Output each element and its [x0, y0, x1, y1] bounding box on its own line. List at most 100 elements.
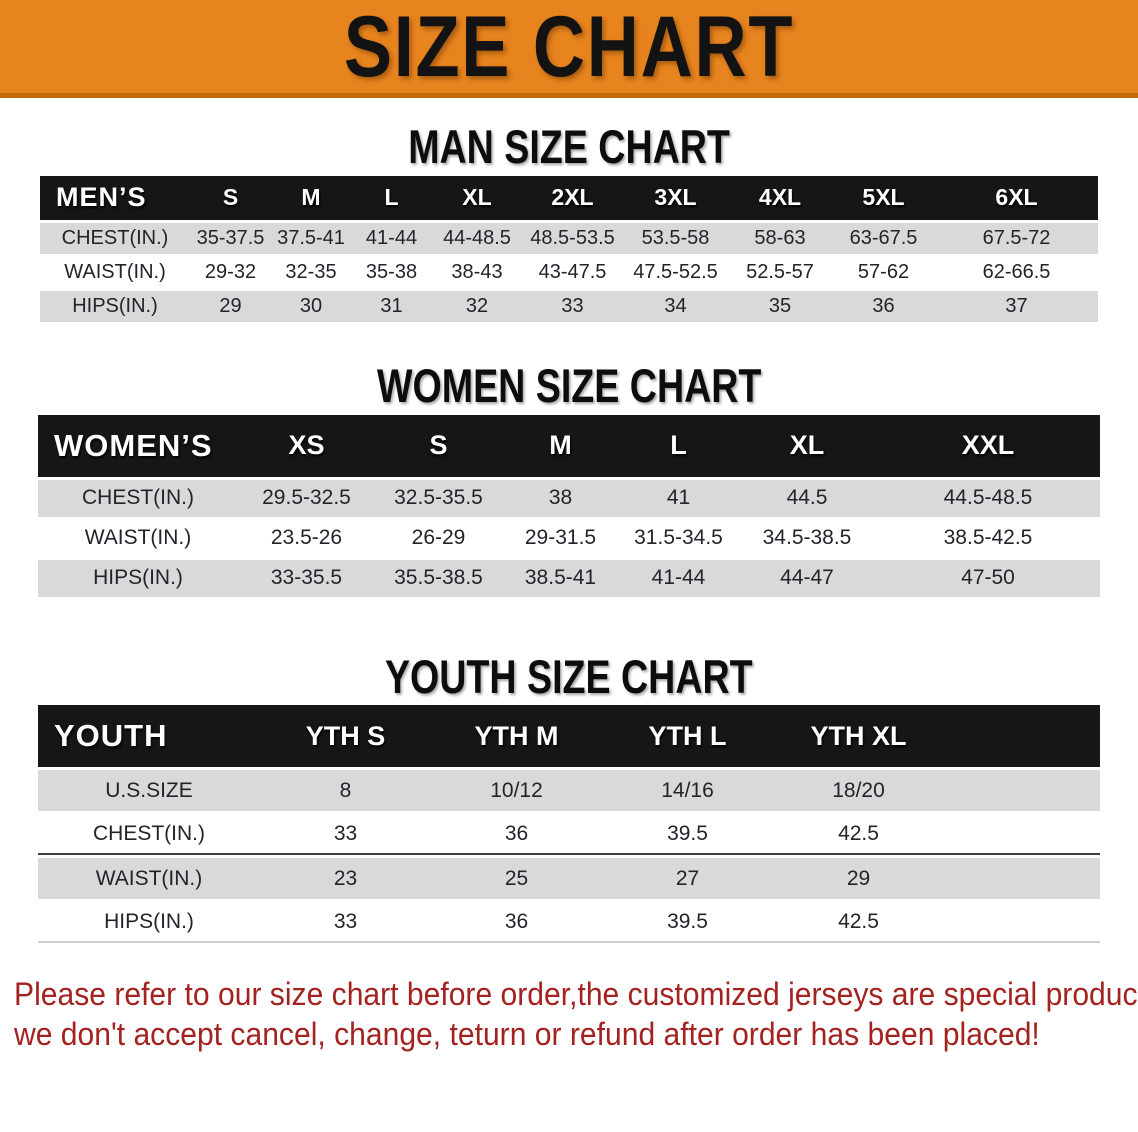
- size-cell: 52.5-57: [728, 256, 832, 288]
- size-column-header: XS: [238, 414, 375, 477]
- size-cell: 42.5: [773, 902, 944, 944]
- men-heading: MAN SIZE CHART: [408, 120, 730, 173]
- size-cell: 58-63: [728, 222, 832, 254]
- disclaimer-line-1: Please refer to our size chart before or…: [14, 976, 1138, 1013]
- size-column-header: 4XL: [728, 175, 832, 220]
- size-cell: 23.5-26: [238, 519, 375, 557]
- size-column-header: M: [271, 175, 351, 220]
- size-cell: 38.5-42.5: [876, 519, 1100, 557]
- cell-filler: [944, 858, 1100, 900]
- youth-heading: YOUTH SIZE CHART: [385, 649, 753, 703]
- youth-corner-label: YOUTH: [38, 705, 260, 768]
- size-cell: 29-32: [190, 256, 271, 288]
- size-cell: 35-38: [351, 256, 432, 288]
- row-label: WAIST(IN.): [38, 858, 260, 900]
- size-cell: 35-37.5: [190, 222, 271, 254]
- size-cell: 32: [432, 290, 522, 322]
- size-cell: 44.5: [738, 479, 876, 517]
- table-row: WAIST(IN.) 29-32 32-35 35-38 38-43 43-47…: [40, 256, 1098, 288]
- size-cell: 14/16: [602, 770, 773, 812]
- size-cell: 31: [351, 290, 432, 322]
- size-column-header: S: [190, 175, 271, 220]
- size-cell: 33: [260, 814, 431, 856]
- size-cell: 43-47.5: [522, 256, 623, 288]
- size-column-header: YTH S: [260, 705, 431, 768]
- size-cell: 44.5-48.5: [876, 479, 1100, 517]
- size-chart-page: SIZE CHART MAN SIZE CHART MEN’S S M L XL…: [0, 0, 1138, 1054]
- table-row: WAIST(IN.) 23 25 27 29: [38, 858, 1100, 900]
- size-cell: 67.5-72: [935, 222, 1098, 254]
- row-label: CHEST(IN.): [40, 222, 190, 254]
- size-cell: 29.5-32.5: [238, 479, 375, 517]
- size-cell: 48.5-53.5: [522, 222, 623, 254]
- table-row: WAIST(IN.) 23.5-26 26-29 29-31.5 31.5-34…: [38, 519, 1100, 557]
- row-label: WAIST(IN.): [38, 519, 238, 557]
- size-cell: 33-35.5: [238, 559, 375, 597]
- disclaimer: Please refer to our size chart before or…: [14, 974, 1138, 1054]
- row-label: CHEST(IN.): [38, 479, 238, 517]
- size-cell: 38.5-41: [502, 559, 619, 597]
- size-column-header: S: [375, 414, 502, 477]
- size-cell: 18/20: [773, 770, 944, 812]
- header-filler: [944, 705, 1100, 768]
- cell-filler: [944, 770, 1100, 812]
- size-cell: 53.5-58: [623, 222, 728, 254]
- table-row: HIPS(IN.) 29 30 31 32 33 34 35 36 37: [40, 290, 1098, 322]
- size-cell: 29: [190, 290, 271, 322]
- size-column-header: L: [619, 414, 738, 477]
- table-row: HIPS(IN.) 33-35.5 35.5-38.5 38.5-41 41-4…: [38, 559, 1100, 597]
- size-cell: 44-48.5: [432, 222, 522, 254]
- banner: SIZE CHART: [0, 0, 1138, 98]
- size-cell: 62-66.5: [935, 256, 1098, 288]
- size-cell: 41: [619, 479, 738, 517]
- size-cell: 31.5-34.5: [619, 519, 738, 557]
- size-cell: 37: [935, 290, 1098, 322]
- women-size-table: WOMEN’S XS S M L XL XXL CHEST(IN.) 29.5-…: [38, 412, 1100, 600]
- size-column-header: M: [502, 414, 619, 477]
- size-cell: 29: [773, 858, 944, 900]
- size-cell: 35: [728, 290, 832, 322]
- size-column-header: YTH M: [431, 705, 602, 768]
- size-column-header: XL: [738, 414, 876, 477]
- women-section: WOMEN SIZE CHART WOMEN’S XS S M L XL XXL: [0, 358, 1138, 600]
- youth-size-table: YOUTH YTH S YTH M YTH L YTH XL U.S.SIZE …: [38, 702, 1100, 946]
- size-column-header: YTH L: [602, 705, 773, 768]
- women-heading: WOMEN SIZE CHART: [376, 358, 762, 412]
- men-corner-label: MEN’S: [40, 175, 190, 220]
- table-row: CHEST(IN.) 33 36 39.5 42.5: [38, 814, 1100, 856]
- size-cell: 42.5: [773, 814, 944, 856]
- size-cell: 10/12: [431, 770, 602, 812]
- size-cell: 34.5-38.5: [738, 519, 876, 557]
- size-cell: 25: [431, 858, 602, 900]
- size-cell: 36: [431, 902, 602, 944]
- size-cell: 34: [623, 290, 728, 322]
- table-row: U.S.SIZE 8 10/12 14/16 18/20: [38, 770, 1100, 812]
- size-cell: 8: [260, 770, 431, 812]
- banner-title: SIZE CHART: [343, 0, 795, 95]
- size-cell: 23: [260, 858, 431, 900]
- size-cell: 36: [832, 290, 935, 322]
- row-label: CHEST(IN.): [38, 814, 260, 856]
- men-section: MAN SIZE CHART MEN’S S M L XL 2XL 3XL 4X…: [0, 120, 1138, 325]
- cell-filler: [944, 814, 1100, 856]
- size-cell: 32-35: [271, 256, 351, 288]
- row-label: HIPS(IN.): [40, 290, 190, 322]
- size-cell: 29-31.5: [502, 519, 619, 557]
- size-cell: 47.5-52.5: [623, 256, 728, 288]
- row-label: U.S.SIZE: [38, 770, 260, 812]
- size-cell: 26-29: [375, 519, 502, 557]
- size-cell: 39.5: [602, 902, 773, 944]
- table-row: CHEST(IN.) 35-37.5 37.5-41 41-44 44-48.5…: [40, 222, 1098, 254]
- row-label: HIPS(IN.): [38, 902, 260, 944]
- size-cell: 33: [522, 290, 623, 322]
- size-column-header: 6XL: [935, 175, 1098, 220]
- size-column-header: XXL: [876, 414, 1100, 477]
- size-cell: 63-67.5: [832, 222, 935, 254]
- size-column-header: 2XL: [522, 175, 623, 220]
- size-cell: 47-50: [876, 559, 1100, 597]
- row-label: WAIST(IN.): [40, 256, 190, 288]
- cell-filler: [944, 902, 1100, 944]
- size-cell: 41-44: [351, 222, 432, 254]
- youth-section: YOUTH SIZE CHART YOUTH YTH S YTH M YTH L…: [0, 649, 1138, 947]
- size-column-header: 3XL: [623, 175, 728, 220]
